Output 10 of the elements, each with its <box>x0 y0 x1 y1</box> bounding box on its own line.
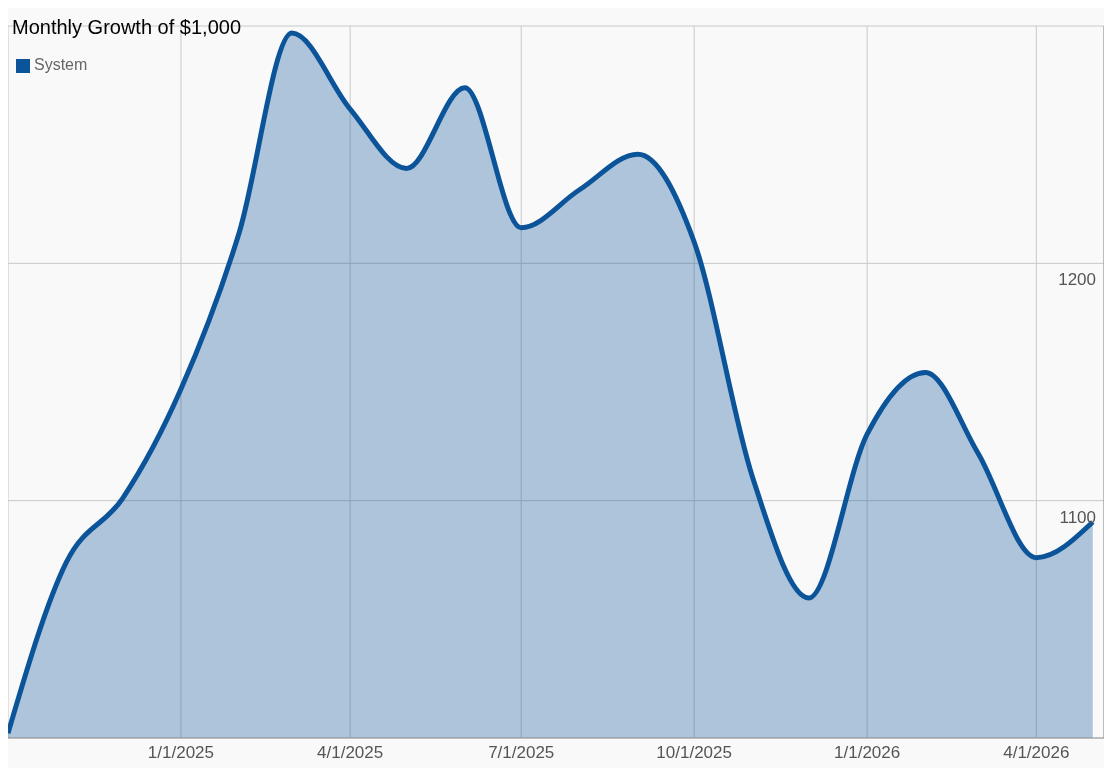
x-tick-label: 1/1/2025 <box>147 743 215 763</box>
x-tick-label: 1/1/2026 <box>834 743 901 763</box>
legend-label: System <box>34 56 88 73</box>
y-tick-label: 1100 <box>1059 507 1096 527</box>
chart-title: Monthly Growth of $1,000 <box>12 16 242 39</box>
x-tick-label: 4/1/2025 <box>317 743 384 763</box>
x-tick-label: 4/1/2026 <box>1003 743 1070 763</box>
y-tick-label: 1200 <box>1058 270 1096 290</box>
x-tick-label: 10/1/2025 <box>656 743 732 763</box>
x-tick-label: 7/1/2025 <box>488 743 555 763</box>
